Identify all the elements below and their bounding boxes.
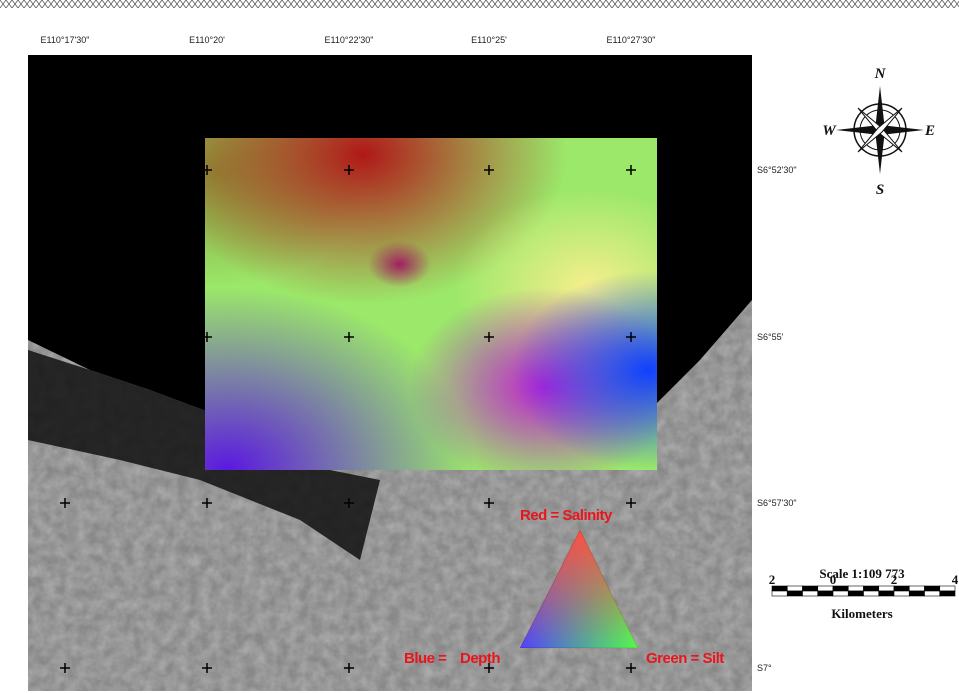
grid-cross [202, 663, 212, 673]
grid-cross [60, 165, 70, 175]
latitude-label: S7° [757, 663, 772, 673]
grid-cross [60, 332, 70, 342]
grid-cross [344, 498, 354, 508]
latitude-label: S6°52'30" [757, 165, 797, 175]
grid-cross [484, 663, 494, 673]
fishponds [28, 350, 380, 560]
latitude-label: S6°57'30" [757, 498, 797, 508]
grid-cross [626, 165, 636, 175]
grid-cross [60, 663, 70, 673]
legend-blue-label: Blue = [404, 650, 447, 667]
grid-cross [202, 498, 212, 508]
grid-cross [202, 332, 212, 342]
legend-green: Green = Silt [646, 650, 724, 667]
scale-segment [832, 590, 849, 597]
scale-segment [817, 590, 834, 597]
scale-segment [924, 585, 941, 592]
compass-e: E [924, 123, 935, 139]
scale-tick: 2 [891, 572, 898, 587]
compass-rose [836, 86, 924, 174]
overlay [205, 138, 657, 470]
latitude-label: S6°55' [757, 332, 784, 342]
compass-w: W [822, 123, 837, 139]
scale-tick: 0 [830, 572, 837, 587]
scale-segment [893, 590, 910, 597]
scale-title: Scale 1:109 773 [819, 566, 905, 581]
legend-red: Red = Salinity [520, 507, 613, 524]
scale-segment [802, 585, 819, 592]
scale-segment [802, 590, 819, 597]
scale-unit: Kilometers [831, 606, 892, 621]
compass-s: S [876, 182, 884, 198]
scale-segment [847, 590, 864, 597]
grid-cross [626, 663, 636, 673]
grid-cross [484, 165, 494, 175]
grid-cross [344, 663, 354, 673]
scale-segment [786, 590, 803, 597]
scale-segment [878, 590, 895, 597]
grid-cross [626, 332, 636, 342]
grid-cross [626, 498, 636, 508]
scale-segment [863, 585, 880, 592]
grid-cross [344, 332, 354, 342]
top-border [0, 0, 959, 8]
scale-segment [847, 585, 864, 592]
grid-cross [484, 332, 494, 342]
scale-segment [908, 590, 925, 597]
legend-blue: Depth [460, 650, 500, 667]
grid-cross [60, 498, 70, 508]
longitude-label: E110°25' [471, 35, 507, 45]
longitude-label: E110°22'30" [325, 35, 374, 45]
grid-cross [202, 165, 212, 175]
color-triangle [519, 528, 639, 649]
scale-segment [771, 590, 788, 597]
scale-segment [908, 585, 925, 592]
scale-segment [939, 590, 956, 597]
scale-tick: 4 [952, 572, 959, 587]
grid-cross [484, 498, 494, 508]
longitude-label: E110°17'30" [41, 35, 90, 45]
scale-tick: 2 [769, 572, 776, 587]
longitude-label: E110°20' [189, 35, 225, 45]
compass-n: N [874, 66, 887, 82]
scale-segment [786, 585, 803, 592]
scale-segment [863, 590, 880, 597]
longitude-label: E110°27'30" [607, 35, 656, 45]
grid-crosses [60, 165, 636, 673]
grid-cross [344, 165, 354, 175]
scale-segment [924, 590, 941, 597]
